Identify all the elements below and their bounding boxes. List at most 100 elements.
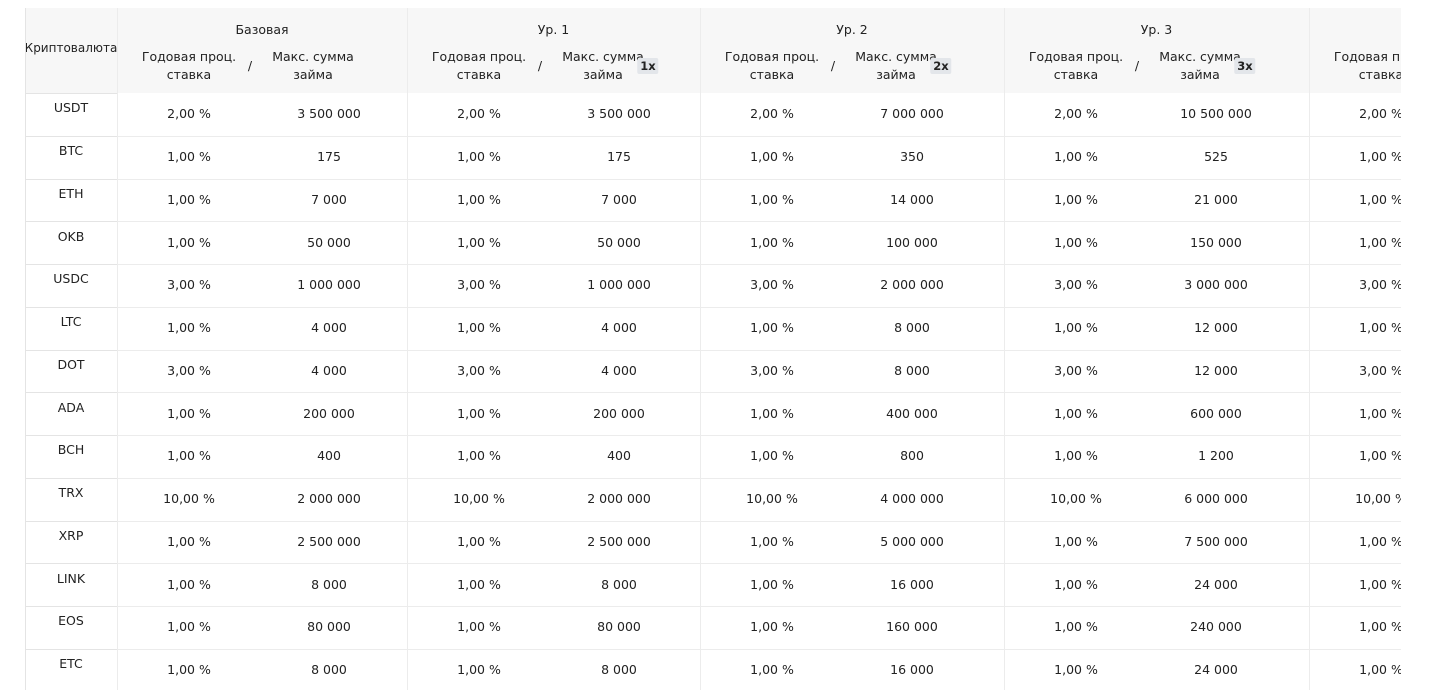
rate-value: 3,00 % — [167, 362, 211, 378]
currency-cell-divider — [25, 520, 117, 522]
rate-value: 1,00 % — [167, 320, 211, 336]
rate-value: 1,00 % — [457, 234, 501, 250]
rate-value: 1,00 % — [750, 662, 794, 678]
amount-value: 200 000 — [303, 405, 355, 421]
amount-value: 16 000 — [890, 662, 934, 678]
rate-value: 1,00 % — [1359, 191, 1401, 207]
rate-value: 1,00 % — [750, 320, 794, 336]
rate-value: 1,00 % — [1054, 191, 1098, 207]
amount-value: 200 000 — [593, 405, 645, 421]
amount-value: 7 000 — [601, 191, 637, 207]
currency-column-border — [25, 8, 26, 690]
row-divider — [25, 563, 1401, 565]
amount-value: 10 500 000 — [1180, 106, 1252, 122]
currency-cell-divider — [25, 178, 117, 180]
corner-header: Криптовалюта — [25, 41, 118, 55]
amount-value: 160 000 — [886, 619, 938, 635]
amount-value: 3 000 000 — [1184, 277, 1248, 293]
rate-value: 1,00 % — [167, 619, 211, 635]
rate-value: 1,00 % — [457, 576, 501, 592]
group-title: Базовая — [235, 22, 289, 37]
rate-value: 2,00 % — [167, 106, 211, 122]
currency-label: BTC — [58, 143, 84, 159]
currency-cell-divider — [25, 648, 117, 650]
amount-value: 400 000 — [886, 405, 938, 421]
currency-label: EOS — [58, 613, 84, 629]
rate-value: 1,00 % — [1054, 619, 1098, 635]
amount-value: 600 000 — [1190, 405, 1242, 421]
rate-value: 10,00 % — [163, 491, 215, 507]
amount-value: 6 000 000 — [1184, 491, 1248, 507]
amount-value: 2 500 000 — [587, 533, 651, 549]
rate-value: 10,00 % — [1355, 491, 1401, 507]
rate-header: ставка — [166, 67, 212, 82]
amount-value: 2 000 000 — [297, 491, 361, 507]
rate-value: 1,00 % — [1359, 576, 1401, 592]
rate-value: 1,00 % — [750, 149, 794, 165]
rate-value: 1,00 % — [167, 149, 211, 165]
header-background — [25, 8, 1401, 93]
currency-cell-divider — [25, 221, 117, 223]
rate-value: 3,00 % — [457, 277, 501, 293]
rate-value: 1,00 % — [1054, 576, 1098, 592]
currency-label: ETC — [59, 656, 83, 672]
rate-value: 3,00 % — [1054, 362, 1098, 378]
row-divider — [25, 477, 1401, 479]
amount-value: 80 000 — [597, 619, 641, 635]
amount-value: 80 000 — [307, 619, 351, 635]
currency-label: BCH — [57, 442, 85, 458]
group-divider — [1004, 8, 1005, 690]
group-title: Ур. 1 — [537, 22, 570, 37]
row-divider — [25, 648, 1401, 650]
amount-value: 4 000 000 — [880, 491, 944, 507]
rate-header: ставка — [1358, 67, 1401, 82]
amount-value: 8 000 — [894, 362, 930, 378]
currency-label: XRP — [58, 527, 84, 543]
rate-value: 3,00 % — [1359, 362, 1401, 378]
amount-value: 2 000 000 — [880, 277, 944, 293]
amount-value: 175 — [317, 149, 341, 165]
currency-label: TRX — [58, 485, 84, 501]
amount-value: 50 000 — [597, 234, 641, 250]
amount-value: 400 — [607, 448, 631, 464]
rate-value: 1,00 % — [457, 662, 501, 678]
rate-value: 1,00 % — [457, 533, 501, 549]
amount-value: 175 — [607, 149, 631, 165]
rate-header: ставка — [456, 67, 502, 82]
amount-header: займа — [583, 67, 623, 82]
amount-value: 8 000 — [601, 662, 637, 678]
rate-value: 1,00 % — [1054, 320, 1098, 336]
multiplier-badge: 2x — [930, 58, 952, 74]
amount-value: 525 — [1204, 149, 1228, 165]
row-divider — [25, 392, 1401, 394]
amount-value: 7 500 000 — [1184, 533, 1248, 549]
row-divider — [25, 135, 1401, 137]
group-divider — [1309, 8, 1310, 690]
currency-cell-divider — [25, 349, 117, 351]
amount-value: 3 500 000 — [587, 106, 651, 122]
rate-header: Годовая проц. — [1333, 49, 1401, 64]
rate-value: 1,00 % — [1359, 149, 1401, 165]
amount-header: займа — [1180, 67, 1220, 82]
amount-value: 7 000 — [311, 191, 347, 207]
row-divider — [25, 520, 1401, 522]
amount-header: займа — [876, 67, 916, 82]
amount-value: 1 000 000 — [297, 277, 361, 293]
row-divider — [25, 178, 1401, 180]
amount-value: 12 000 — [1194, 320, 1238, 336]
rate-value: 3,00 % — [167, 277, 211, 293]
rate-value: 1,00 % — [457, 320, 501, 336]
group-title: Ур. 3 — [1140, 22, 1173, 37]
currency-column-edge — [117, 8, 118, 690]
currency-label: DOT — [57, 356, 85, 372]
row-divider — [25, 606, 1401, 607]
rate-value: 1,00 % — [167, 448, 211, 464]
multiplier-badge: 1x — [637, 58, 659, 74]
rate-value: 1,00 % — [750, 533, 794, 549]
rate-value: 1,00 % — [167, 234, 211, 250]
row-divider — [25, 306, 1401, 308]
amount-value: 350 — [900, 149, 924, 165]
amount-header: Макс. сумма — [855, 49, 937, 64]
rate-value: 1,00 % — [457, 405, 501, 421]
rate-value: 1,00 % — [457, 619, 501, 635]
